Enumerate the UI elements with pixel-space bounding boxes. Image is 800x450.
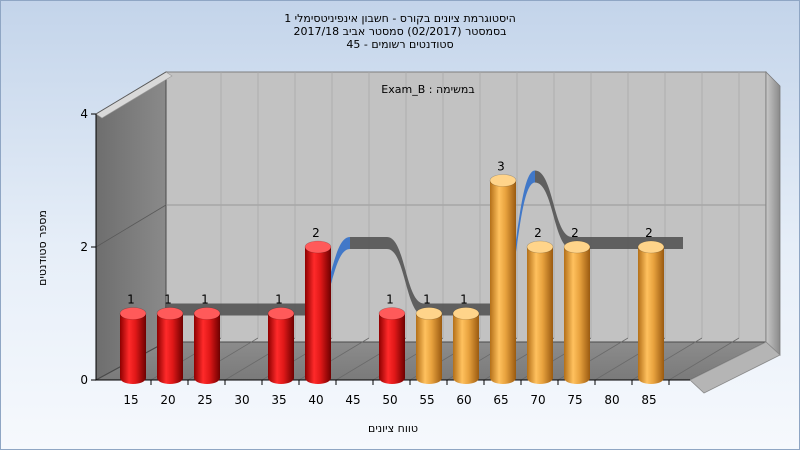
bar-body [268,313,294,384]
bar-top [563,240,591,254]
bar-body [527,247,553,384]
chart-subtitle: במשימה : Exam_B [381,83,474,96]
chart-title-line-2: בסמסטר (02/2017) סמסטר אביב 2017/18 [293,25,506,38]
chart-title-line-1: היסטוגרמת ציונים בקורס - חשבון אינפיניטס… [284,12,516,25]
bar-top [304,240,332,254]
gridline-left [95,204,167,248]
trend-ribbon [165,170,683,316]
x-tick-label: 55 [419,393,434,407]
gridline-left [95,71,167,115]
bar [119,307,147,384]
bar-top [415,307,443,320]
bar-body [453,313,479,384]
bar [637,240,665,384]
bar [267,307,295,384]
x-tick-label: 20 [160,393,175,407]
bar-top [452,307,480,320]
bar-value-label: 1 [201,293,209,307]
x-axis-label: טווח ציונים [368,422,418,435]
bars [119,174,665,384]
bar-body [157,313,183,384]
bar-top [489,174,517,187]
y-axis-label: מספר סטודנטים [36,210,49,286]
bar-top [378,307,406,320]
y-tick-label: 0 [80,373,88,387]
bar-value-label: 1 [386,293,394,307]
bar-value-label: 1 [460,293,468,307]
bar [415,307,443,384]
bar-body [564,247,590,384]
plot-right-edge [765,71,781,356]
trend-ribbon-segment [498,170,535,316]
bar-top [526,240,554,254]
trend-ribbon-segment [350,237,387,249]
bar-top [267,307,295,320]
bar-body [379,313,405,384]
plot-floor-edge [689,341,781,394]
bar-body [416,313,442,384]
bar-body [305,247,331,384]
x-tick-label: 40 [308,393,323,407]
bar-value-label: 1 [423,293,431,307]
bar-value-label: 2 [645,226,653,240]
bar-value-label: 1 [127,293,135,307]
bar-body [194,313,220,384]
data-labels: 1 1 1 1 2 1 1 1 3 2 2 2 [127,160,653,307]
x-tick-label: 15 [123,393,138,407]
bar-value-label: 2 [534,226,542,240]
bar [563,240,591,384]
x-tick-label: 75 [567,393,582,407]
x-tick-label: 70 [530,393,545,407]
x-tick-label: 65 [493,393,508,407]
x-tick-label: 25 [197,393,212,407]
bar-value-label: 2 [312,226,320,240]
trend-ribbon-segment [239,303,276,316]
bar [526,240,554,384]
x-tick-label: 45 [345,393,360,407]
x-tick-label: 80 [604,393,619,407]
trend-ribbon-segment [535,170,572,249]
bar-top [637,240,665,254]
bar-value-label: 3 [497,160,505,174]
bar [452,307,480,384]
trend-ribbon-segment [609,237,646,249]
y-tick-label: 4 [80,107,88,121]
bar-top [193,307,221,320]
bar [489,174,517,384]
chart-title-line-3: סטודנטים רשומים - 45 [346,38,453,51]
x-tick-label: 50 [382,393,397,407]
gridline-floor [668,337,740,381]
bar [156,307,184,384]
bar-value-label: 1 [275,293,283,307]
x-tick-label: 60 [456,393,471,407]
bar-body [638,247,664,384]
bar-top [119,307,147,320]
bar-top [156,307,184,320]
bar-value-label: 2 [571,226,579,240]
x-tick-label: 85 [641,393,656,407]
bar [193,307,221,384]
bar-body [490,180,516,384]
bar-body [120,313,146,384]
trend-ribbon-segment [313,237,350,316]
axes: 0 2 4 15 20 25 30 35 40 45 50 55 60 65 70 75 80 85 [80,107,690,407]
trend-ribbon-segment [387,237,424,316]
y-tick-label: 2 [80,240,88,254]
x-tick-label: 30 [234,393,249,407]
bar [304,240,332,384]
bar-value-label: 1 [164,293,172,307]
bar [378,307,406,384]
x-tick-label: 35 [271,393,286,407]
